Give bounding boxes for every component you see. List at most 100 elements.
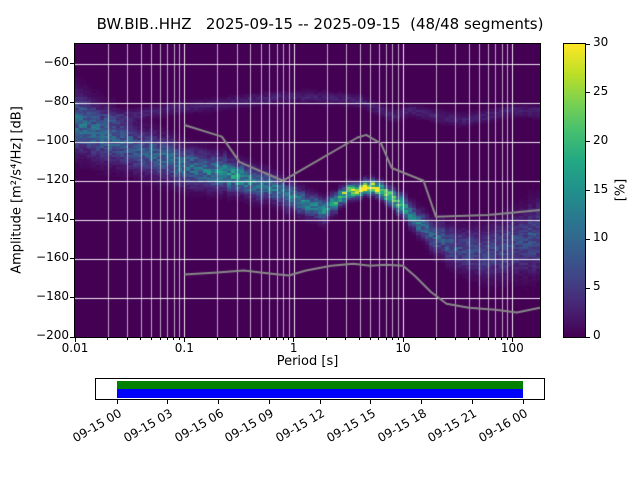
y-tick-mark bbox=[70, 180, 74, 182]
timeline-tick-label: 09-15 21 bbox=[425, 406, 480, 446]
timeline-tick-label: 09-15 09 bbox=[222, 406, 277, 446]
y-tick-mark bbox=[70, 219, 74, 221]
y-tick-label: −120 bbox=[36, 171, 69, 186]
x-minor-tick-mark bbox=[326, 338, 328, 340]
colorbar-tick-label: 10 bbox=[593, 230, 609, 245]
colorbar-tick-label: 30 bbox=[593, 35, 609, 49]
colorbar-tick-label: 5 bbox=[593, 279, 601, 294]
x-minor-tick-mark bbox=[178, 338, 180, 340]
x-minor-tick-mark bbox=[385, 338, 387, 340]
y-axis-label: Amplitude [m²/s⁴/Hz] [dB] bbox=[9, 106, 25, 274]
x-minor-tick-mark bbox=[216, 338, 218, 340]
timeline-tick-label: 09-16 00 bbox=[476, 406, 530, 446]
colorbar-canvas bbox=[564, 44, 585, 337]
y-tick-label: −60 bbox=[43, 54, 69, 69]
colorbar-tick-mark bbox=[586, 190, 590, 191]
y-tick-label: −80 bbox=[43, 93, 69, 108]
x-minor-tick-mark bbox=[478, 338, 480, 340]
timeline-tick-label: 09-15 12 bbox=[273, 406, 327, 446]
x-minor-tick-mark bbox=[494, 338, 496, 340]
x-minor-tick-mark bbox=[140, 338, 142, 340]
x-tick-mark bbox=[74, 338, 76, 342]
timeline-tick-mark bbox=[116, 400, 118, 404]
colorbar-tick-label: 20 bbox=[593, 132, 609, 147]
timeline-coverage-bar-blue bbox=[117, 389, 523, 398]
timeline-tick-mark bbox=[471, 400, 473, 404]
y-tick-mark bbox=[70, 258, 74, 260]
x-tick-label: 10 bbox=[395, 341, 411, 355]
y-tick-label: −180 bbox=[36, 288, 69, 303]
x-tick-label: 0.1 bbox=[174, 341, 194, 355]
x-minor-tick-mark bbox=[282, 338, 284, 340]
chart-title: BW.BIB..HHZ 2025-09-15 -- 2025-09-15 (48… bbox=[96, 15, 544, 33]
x-minor-tick-mark bbox=[435, 338, 437, 340]
x-minor-tick-mark bbox=[159, 338, 161, 340]
timeline-tick-mark bbox=[218, 400, 219, 404]
timeline-tick-label: 09-15 18 bbox=[374, 406, 429, 446]
x-minor-tick-mark bbox=[276, 338, 278, 340]
x-minor-tick-mark bbox=[126, 338, 128, 340]
x-minor-tick-mark bbox=[260, 338, 262, 340]
y-tick-label: −160 bbox=[36, 249, 69, 264]
colorbar-tick-label: 25 bbox=[593, 83, 609, 98]
y-tick-label: −200 bbox=[36, 328, 69, 342]
x-tick-mark bbox=[183, 338, 185, 342]
colorbar-tick-mark bbox=[586, 238, 590, 240]
x-minor-tick-mark bbox=[501, 338, 503, 340]
x-minor-tick-mark bbox=[288, 338, 290, 340]
y-tick-mark bbox=[70, 102, 74, 104]
timeline-tick-mark bbox=[268, 400, 270, 404]
timeline-tick-label: 09-15 15 bbox=[324, 406, 378, 446]
x-minor-tick-mark bbox=[249, 338, 251, 340]
colorbar-tick-mark bbox=[586, 287, 590, 289]
y-tick-mark bbox=[70, 141, 74, 143]
y-tick-mark bbox=[70, 297, 74, 299]
x-minor-tick-mark bbox=[236, 338, 237, 340]
x-tick-label: 0.01 bbox=[61, 341, 89, 355]
colorbar-tick-mark bbox=[586, 141, 590, 143]
x-minor-tick-mark bbox=[397, 338, 399, 340]
x-minor-tick-mark bbox=[487, 338, 489, 340]
timeline-coverage-bar-green bbox=[117, 381, 523, 389]
x-minor-tick-mark bbox=[454, 338, 456, 340]
x-minor-tick-mark bbox=[506, 338, 508, 340]
timeline-tick-mark bbox=[421, 400, 422, 404]
colorbar bbox=[563, 43, 586, 338]
x-minor-tick-mark bbox=[173, 338, 175, 340]
x-minor-tick-mark bbox=[359, 338, 360, 340]
colorbar-tick-mark bbox=[586, 336, 590, 338]
x-tick-label: 100 bbox=[500, 341, 524, 355]
colorbar-tick-label: 0 bbox=[593, 328, 601, 342]
timeline-tick-label: 09-15 03 bbox=[121, 406, 175, 446]
colorbar-tick-label: 15 bbox=[593, 181, 609, 196]
colorbar-tick-mark bbox=[586, 92, 590, 94]
x-tick-mark bbox=[511, 338, 513, 342]
x-minor-tick-mark bbox=[166, 338, 168, 340]
plot-area bbox=[74, 43, 541, 338]
timeline-tick-label: 09-15 06 bbox=[171, 406, 226, 446]
y-tick-mark bbox=[70, 63, 74, 65]
x-axis-label: Period [s] bbox=[276, 354, 339, 369]
colorbar-tick-mark bbox=[586, 43, 590, 45]
x-minor-tick-mark bbox=[369, 338, 371, 340]
x-minor-tick-mark bbox=[107, 338, 109, 340]
ppsd-heatmap-canvas bbox=[75, 44, 540, 337]
timeline-axis bbox=[95, 378, 545, 400]
x-minor-tick-mark bbox=[391, 338, 393, 340]
x-tick-mark bbox=[402, 338, 404, 342]
timeline-tick-mark bbox=[319, 400, 321, 404]
x-minor-tick-mark bbox=[268, 338, 270, 340]
x-tick-label: 1 bbox=[289, 341, 298, 355]
timeline-tick-mark bbox=[370, 400, 372, 404]
y-tick-label: −100 bbox=[36, 132, 69, 147]
y-tick-mark bbox=[70, 336, 74, 338]
timeline-tick-label: 09-15 00 bbox=[70, 406, 124, 446]
timeline-tick-mark bbox=[167, 400, 169, 404]
colorbar-label: [%] bbox=[613, 178, 629, 202]
x-tick-mark bbox=[293, 338, 295, 342]
x-minor-tick-mark bbox=[150, 338, 152, 340]
x-minor-tick-mark bbox=[378, 338, 380, 340]
y-tick-label: −140 bbox=[36, 210, 69, 225]
x-minor-tick-mark bbox=[468, 338, 470, 340]
